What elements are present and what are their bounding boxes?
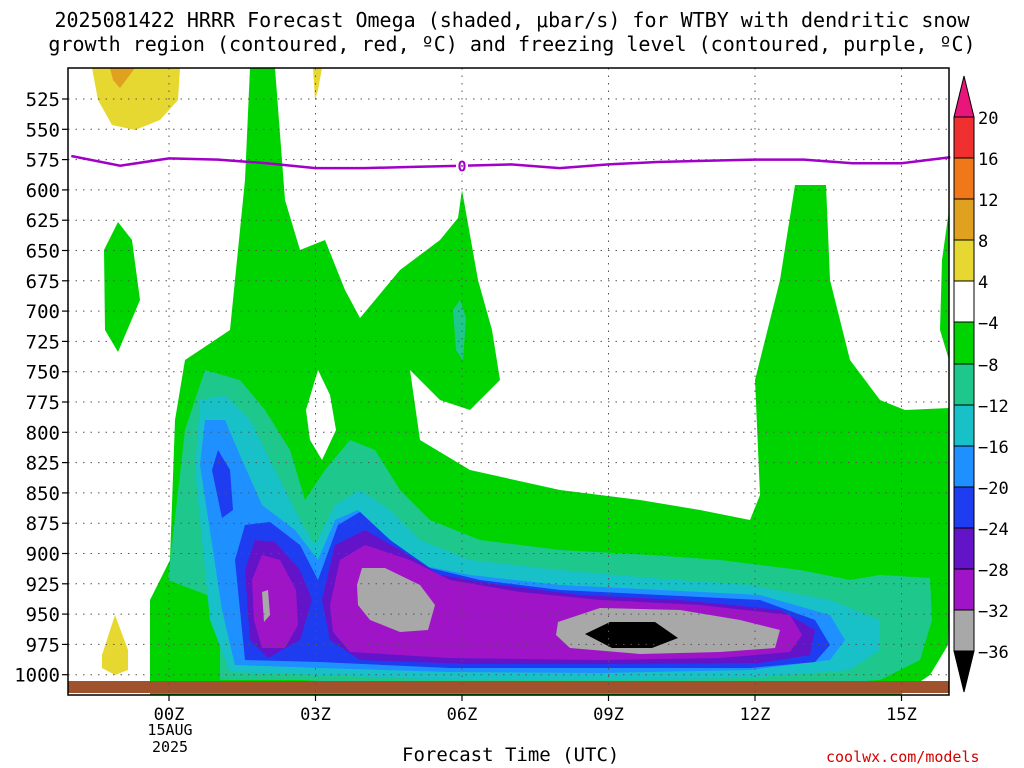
y-tick-label: 775 xyxy=(26,392,60,414)
colorbar-label: 4 xyxy=(978,273,988,293)
y-tick-label: 800 xyxy=(26,422,60,444)
colorbar-bin xyxy=(953,404,975,447)
y-tick-label: 550 xyxy=(26,119,60,141)
colorbar-bin xyxy=(953,527,975,570)
colorbar-label: −16 xyxy=(978,438,1009,458)
freezing-level-line xyxy=(71,154,951,170)
y-tick-label: 850 xyxy=(26,483,60,505)
omega-hole xyxy=(306,370,336,460)
x-tick-label: 12Z xyxy=(740,705,771,725)
y-tick-label: 825 xyxy=(26,453,60,475)
y-tick-label: 1000 xyxy=(14,665,60,687)
colorbar-bin xyxy=(953,239,975,282)
y-tick-label: 950 xyxy=(26,604,60,626)
colorbar-bin xyxy=(953,568,975,611)
colorbar-bin xyxy=(953,363,975,406)
colorbar-label: 16 xyxy=(978,150,998,170)
colorbar-bin xyxy=(953,157,975,200)
omega-region-black xyxy=(585,622,678,648)
y-tick-label: 525 xyxy=(26,89,60,111)
x-tick-label: 03Z xyxy=(300,705,331,725)
y-tick-label: 625 xyxy=(26,210,60,232)
colorbar-label: −8 xyxy=(978,356,998,376)
y-tick-label: 650 xyxy=(26,241,60,263)
y-tick-label: 575 xyxy=(26,150,60,172)
colorbar-label: 8 xyxy=(978,232,988,252)
y-tick-label: 925 xyxy=(26,574,60,596)
colorbar-label: −28 xyxy=(978,561,1009,581)
omega-region-green-left xyxy=(104,222,140,352)
y-tick-label: 600 xyxy=(26,180,60,202)
colorbar-bin xyxy=(953,486,975,529)
omega-region-orange-top xyxy=(110,68,135,88)
terrain-surface xyxy=(68,681,949,693)
colorbar-label: −4 xyxy=(978,314,998,334)
colorbar-bin xyxy=(953,280,975,323)
y-tick-label: 900 xyxy=(26,544,60,566)
y-tick-label: 750 xyxy=(26,362,60,384)
y-tick-label: 975 xyxy=(26,634,60,656)
colorbar-bin xyxy=(953,198,975,241)
omega-region-yellow-low xyxy=(102,615,128,675)
colorbar-label: −32 xyxy=(978,602,1009,622)
omega-shading xyxy=(68,68,949,695)
x-tick-label: 06Z xyxy=(447,705,478,725)
x-tick-label: 15Z xyxy=(886,705,917,725)
colorbar-bin xyxy=(953,609,975,652)
colorbar-label: 12 xyxy=(978,191,998,211)
colorbar-label: −20 xyxy=(978,479,1009,499)
y-axis: 525 550 575 600 625 650 675 700 725 750 775 800 825 8… xyxy=(14,89,68,687)
y-tick-label: 675 xyxy=(26,271,60,293)
x-date-year: 2025 xyxy=(151,738,189,756)
colorbar-label: 20 xyxy=(978,109,998,129)
x-date-month: 15AUG xyxy=(147,721,193,739)
chart-title-line1: 2025081422 HRRR Forecast Omega (shaded, … xyxy=(54,8,970,32)
freezing-level-label: 0 xyxy=(457,158,466,176)
y-tick-label: 725 xyxy=(26,331,60,353)
omega-region-seagreen-small xyxy=(453,300,466,360)
freezing-level-contour: 0 xyxy=(71,154,951,176)
colorbar: 20 16 12 8 4 −4 −8 −12 −16 −20 −24 −28 −32 −36 xyxy=(953,75,1009,693)
x-axis: 00Z 03Z 06Z 09Z 12Z 15Z xyxy=(154,695,917,725)
colorbar-bin xyxy=(953,321,975,365)
y-tick-label: 700 xyxy=(26,301,60,323)
colorbar-cap-top xyxy=(953,75,975,118)
omega-region-green-right xyxy=(940,210,949,360)
colorbar-cap-bottom xyxy=(953,650,975,693)
omega-region-yellow-small xyxy=(313,68,322,100)
colorbar-label: −36 xyxy=(978,643,1009,663)
colorbar-label: −12 xyxy=(978,397,1009,417)
plot-frame xyxy=(67,67,950,696)
x-tick-label: 00Z xyxy=(154,705,185,725)
chart-title-line2: growth region (contoured, red, ºC) and f… xyxy=(48,32,976,56)
y-tick-label: 875 xyxy=(26,513,60,535)
x-axis-label: Forecast Time (UTC) xyxy=(402,744,620,766)
colorbar-label: −24 xyxy=(978,520,1009,540)
credit-link[interactable]: coolwx.com/models xyxy=(826,748,980,766)
colorbar-bin xyxy=(953,445,975,488)
freezing-level-label-bg xyxy=(456,157,468,174)
x-tick-label: 09Z xyxy=(593,705,624,725)
colorbar-bin xyxy=(953,116,975,159)
